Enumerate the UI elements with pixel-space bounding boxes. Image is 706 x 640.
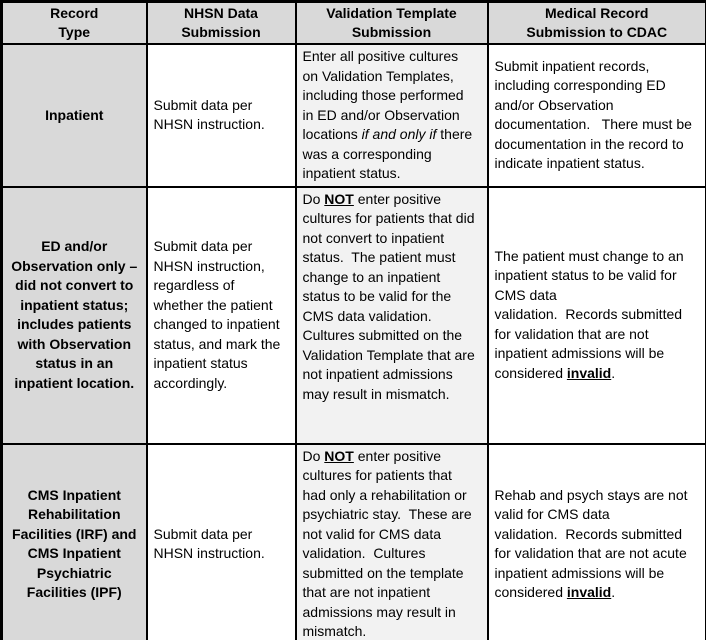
cell-irf-ipf-medical-record: Rehab and psych stays are not valid for … (486, 442, 706, 640)
cell-irf-ipf-record-type: CMS Inpatient Rehabilitation Facilities … (0, 442, 148, 640)
header-validation-template-submission: Validation Template Submission (294, 0, 489, 45)
text-segment: there was a corresponding inpatient stat… (302, 126, 477, 181)
text-segment-bold-underline: invalid (566, 584, 612, 600)
text-segment-bold-underline: NOT (324, 447, 354, 464)
text-segment: The patient must change to an inpatient … (494, 247, 684, 381)
text-segment: enter positive cultures for patients tha… (302, 447, 476, 640)
text-segment: Rehab and psych stays are not valid for … (494, 486, 688, 601)
cell-ed-observation-nhsn: Submit data per NHSN instruction, regard… (145, 185, 297, 445)
text-segment: . (611, 584, 616, 600)
cell-irf-ipf-validation-template: Do NOT enter positive cultures for patie… (294, 442, 489, 640)
text-segment: Submit inpatient records, including corr… (494, 57, 696, 172)
cell-ed-observation-medical-record: The patient must change to an inpatient … (486, 185, 706, 445)
cell-irf-ipf-nhsn: Submit data per NHSN instruction. (145, 442, 297, 640)
table-row-inpatient: Inpatient Submit data per NHSN instructi… (0, 43, 706, 188)
text-segment: . (611, 364, 616, 381)
text-segment-italic: if and only if (361, 126, 437, 142)
text-segment: enter positive cultures for patients tha… (302, 190, 479, 402)
cell-ed-observation-validation-template: Do NOT enter positive cultures for patie… (294, 185, 489, 445)
header-nhsn-data-submission: NHSN Data Submission (145, 0, 297, 45)
text-segment: Enter all positive cultures on Validatio… (302, 48, 468, 142)
cell-ed-observation-record-type: ED and/or Observation only – did not con… (0, 185, 148, 445)
text-segment: Do (302, 190, 325, 207)
table-row-irf-ipf: CMS Inpatient Rehabilitation Facilities … (0, 442, 706, 640)
cell-inpatient-nhsn: Submit data per NHSN instruction. (145, 43, 297, 188)
cell-inpatient-record-type: Inpatient (0, 43, 148, 188)
header-row: Record Type NHSN Data Submission Validat… (0, 0, 706, 45)
cell-inpatient-medical-record: Submit inpatient records, including corr… (486, 43, 706, 188)
text-segment: Do (302, 447, 325, 464)
text-segment-bold-underline: invalid (566, 364, 612, 381)
text-segment-bold-underline: NOT (324, 190, 354, 207)
header-medical-record-submission-cdac: Medical Record Submission to CDAC (486, 0, 706, 45)
header-record-type: Record Type (0, 0, 148, 45)
cell-inpatient-validation-template: Enter all positive cultures on Validatio… (294, 43, 489, 188)
table-row-ed-observation: ED and/or Observation only – did not con… (0, 185, 706, 445)
